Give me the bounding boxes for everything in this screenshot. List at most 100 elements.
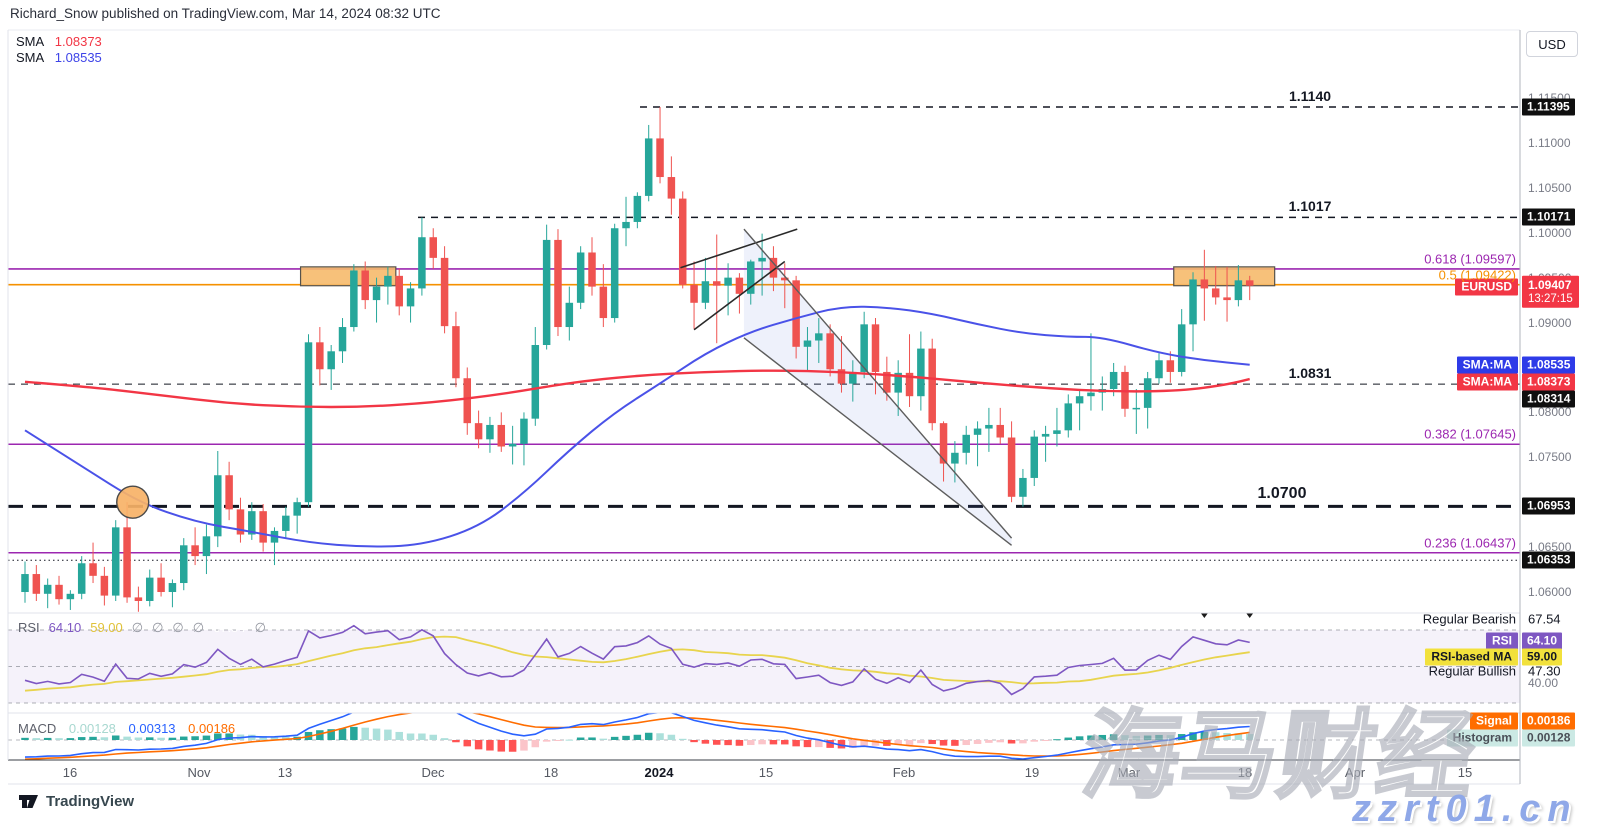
bar-countdown: 13:27:15 xyxy=(1528,292,1573,305)
price-tick: 1.10000 xyxy=(1528,225,1572,240)
candle-body xyxy=(656,138,664,178)
macd-histogram-bar xyxy=(338,728,347,740)
macd-histogram-bar xyxy=(815,740,823,748)
macd-histogram-bar xyxy=(66,738,75,740)
macd-legend[interactable]: MACD 0.00128 0.00313 0.00186 xyxy=(18,721,244,736)
wedge-trendline xyxy=(680,228,798,269)
rsi-legend-value: 67.54 xyxy=(213,620,246,635)
candle-body xyxy=(701,281,710,303)
key-level-label: 1.0831 xyxy=(1288,365,1332,382)
candle-body xyxy=(77,563,86,594)
price-tick: 1.06000 xyxy=(1528,585,1572,599)
macd-histogram-bar xyxy=(701,740,710,744)
currency-toggle-button[interactable]: USD xyxy=(1526,31,1578,57)
candle-body xyxy=(1132,407,1141,410)
hidden-plot-icon: ∅ xyxy=(192,620,205,635)
macd-histogram-bar xyxy=(837,740,846,749)
sma-value: 1.08535 xyxy=(54,50,102,65)
candle-body xyxy=(225,475,233,510)
time-tick: 18 xyxy=(543,765,559,780)
candle-body xyxy=(883,371,891,393)
candle-body xyxy=(134,597,143,601)
price-tick: 1.08000 xyxy=(1528,405,1572,420)
macd-histogram-bar xyxy=(1064,737,1073,740)
tradingview-logo-icon xyxy=(19,795,38,808)
candle-body xyxy=(985,424,993,429)
candle-body xyxy=(55,584,63,600)
tradingview-footer[interactable]: TradingView xyxy=(18,793,134,810)
price-pane[interactable] xyxy=(8,106,1520,612)
candle-body xyxy=(1109,371,1118,390)
candle-body xyxy=(1053,430,1061,434)
macd-histogram-bar xyxy=(406,733,415,740)
macd-histogram-bar xyxy=(781,740,789,745)
candle-body xyxy=(1189,279,1197,325)
candle-body xyxy=(1019,477,1027,497)
rsi-legend[interactable]: RSI 64.10 59.00 ∅ ∅ ∅ ∅ 67.54 ∅ xyxy=(18,620,275,636)
price-level-badge: 1.11395 xyxy=(1522,98,1575,116)
candle-body xyxy=(486,424,494,440)
candle-body xyxy=(259,511,267,543)
macd-histogram-bar xyxy=(599,738,608,740)
hidden-plot-icon: ∅ xyxy=(172,620,184,635)
macd-histogram-bar xyxy=(747,740,755,746)
candle-body xyxy=(248,511,256,535)
macd-histogram-bar xyxy=(928,740,936,745)
candle-body xyxy=(21,574,29,593)
candle-body xyxy=(406,288,415,307)
macd-histogram-bar xyxy=(656,733,664,740)
time-tick: 19 xyxy=(1024,765,1040,780)
rsi-pane[interactable] xyxy=(8,600,1520,704)
price-tick: 1.11000 xyxy=(1528,135,1571,150)
sma-legend-row[interactable]: SMA 1.08535 xyxy=(16,50,102,65)
candle-body xyxy=(440,257,449,327)
price-level-badge: 1.08314 xyxy=(1522,390,1576,408)
macd-histogram-bar xyxy=(372,728,381,740)
macd-histogram-bar xyxy=(1143,735,1152,740)
macd-histogram-bar xyxy=(21,737,29,740)
candle-body xyxy=(202,536,211,557)
macd-histogram-bar xyxy=(270,736,279,740)
macd-line-value: 0.00313 xyxy=(128,721,176,736)
candle-body xyxy=(1245,280,1254,286)
candle-body xyxy=(350,270,358,328)
candle-body xyxy=(542,239,551,346)
fib-level-label: 0.5 (1.09422) xyxy=(1438,267,1516,283)
macd-histogram-bar xyxy=(1030,740,1039,742)
macd-histogram-bar xyxy=(849,740,857,749)
macd-histogram-bar xyxy=(350,726,358,740)
time-tick: 18 xyxy=(1237,765,1253,780)
time-tick: Dec xyxy=(421,765,445,780)
candle-body xyxy=(304,342,313,503)
macd-histogram-bar xyxy=(474,740,483,750)
key-level-label: 1.0700 xyxy=(1257,485,1307,503)
sma-legend-row[interactable]: SMA 1.08373 xyxy=(16,34,102,49)
sma-tag: SMA:MA xyxy=(1456,373,1518,391)
hidden-plot-icon: ∅ xyxy=(131,620,144,635)
rsi-ma-line xyxy=(24,635,1250,692)
macd-histogram-bar xyxy=(134,737,143,740)
candle-body xyxy=(327,351,335,370)
macd-histogram-bar xyxy=(1223,733,1231,740)
price-level-badge: 1.06353 xyxy=(1522,551,1576,569)
macd-histogram-bar xyxy=(418,733,426,740)
macd-histogram-bar xyxy=(576,737,585,740)
macd-pane[interactable] xyxy=(8,705,1520,760)
macd-histogram-bar xyxy=(996,740,1004,743)
macd-histogram-bar xyxy=(690,740,698,743)
candle-body xyxy=(180,545,188,584)
candle-body xyxy=(111,527,120,596)
candle-body xyxy=(508,443,517,447)
key-level-label: 1.1140 xyxy=(1288,87,1332,104)
candle-body xyxy=(157,577,165,593)
macd-value-badge: 0.00128 xyxy=(1522,729,1576,747)
macd-histogram-bar xyxy=(43,737,52,740)
symbol-tag: EURUSD xyxy=(1455,278,1518,296)
candle-body xyxy=(758,257,766,262)
candle-body xyxy=(871,324,880,372)
macd-histogram-bar xyxy=(1053,739,1061,741)
macd-histogram-bar xyxy=(145,737,154,740)
macd-histogram-bar xyxy=(1121,735,1129,740)
